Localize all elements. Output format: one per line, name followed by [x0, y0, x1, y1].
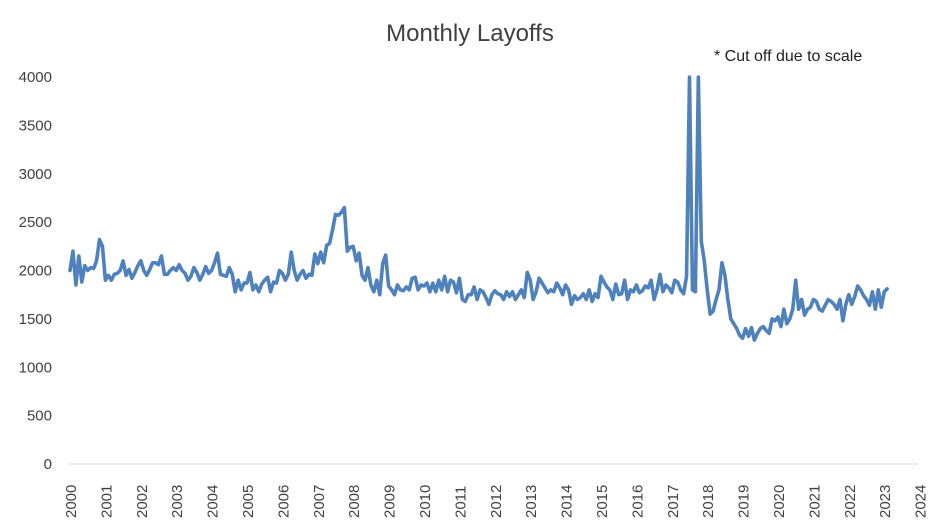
- x-tick-label: 2015: [594, 485, 611, 518]
- x-tick-label: 2021: [806, 485, 823, 518]
- x-tick-label: 2019: [736, 485, 753, 518]
- x-tick-label: 2024: [913, 485, 930, 518]
- series-line: [68, 75, 889, 342]
- y-tick-label: 500: [27, 408, 52, 425]
- y-tick-label: 3500: [19, 117, 52, 134]
- x-tick-label: 2022: [842, 485, 859, 518]
- y-tick-label: 0: [44, 456, 52, 473]
- x-tick-label: 2001: [98, 485, 115, 518]
- x-tick-label: 2023: [877, 485, 894, 518]
- x-tick-label: 2014: [559, 485, 576, 518]
- y-tick-label: 1500: [19, 311, 52, 328]
- x-tick-label: 2011: [452, 486, 469, 518]
- x-tick-label: 2020: [771, 485, 788, 518]
- x-tick-label: 2005: [240, 485, 257, 518]
- chart-title: Monthly Layoffs: [386, 20, 554, 47]
- x-tick-label: 2017: [665, 485, 682, 518]
- x-tick-label: 2003: [169, 485, 186, 518]
- y-tick-label: 3000: [19, 166, 52, 183]
- y-tick-label: 4000: [19, 69, 52, 86]
- y-axis: 0 500 1000 1500 2000 2500 3000 3500 4000: [19, 69, 52, 473]
- y-tick-label: 2000: [19, 263, 52, 280]
- y-tick-label: 1000: [19, 359, 52, 376]
- x-tick-label: 2009: [382, 485, 399, 518]
- x-tick-label: 2004: [205, 485, 222, 518]
- cutoff-annotation: * Cut off due to scale: [714, 48, 863, 65]
- x-tick-label: 2013: [523, 485, 540, 518]
- x-tick-label: 2012: [488, 485, 505, 518]
- x-tick-label: 2007: [311, 485, 328, 518]
- x-tick-label: 2000: [63, 485, 80, 518]
- x-tick-label: 2008: [346, 485, 363, 518]
- series-layer: [68, 75, 889, 342]
- x-tick-label: 2018: [700, 485, 717, 518]
- x-tick-label: 2006: [275, 485, 292, 518]
- x-tick-label: 2010: [417, 485, 434, 518]
- x-tick-label: 2002: [134, 485, 151, 518]
- x-tick-label: 2016: [629, 485, 646, 518]
- y-tick-label: 2500: [19, 214, 52, 231]
- x-axis: 2000 2001 2002 2003 2004 2005 2006 2007 2008 2009…: [63, 485, 930, 518]
